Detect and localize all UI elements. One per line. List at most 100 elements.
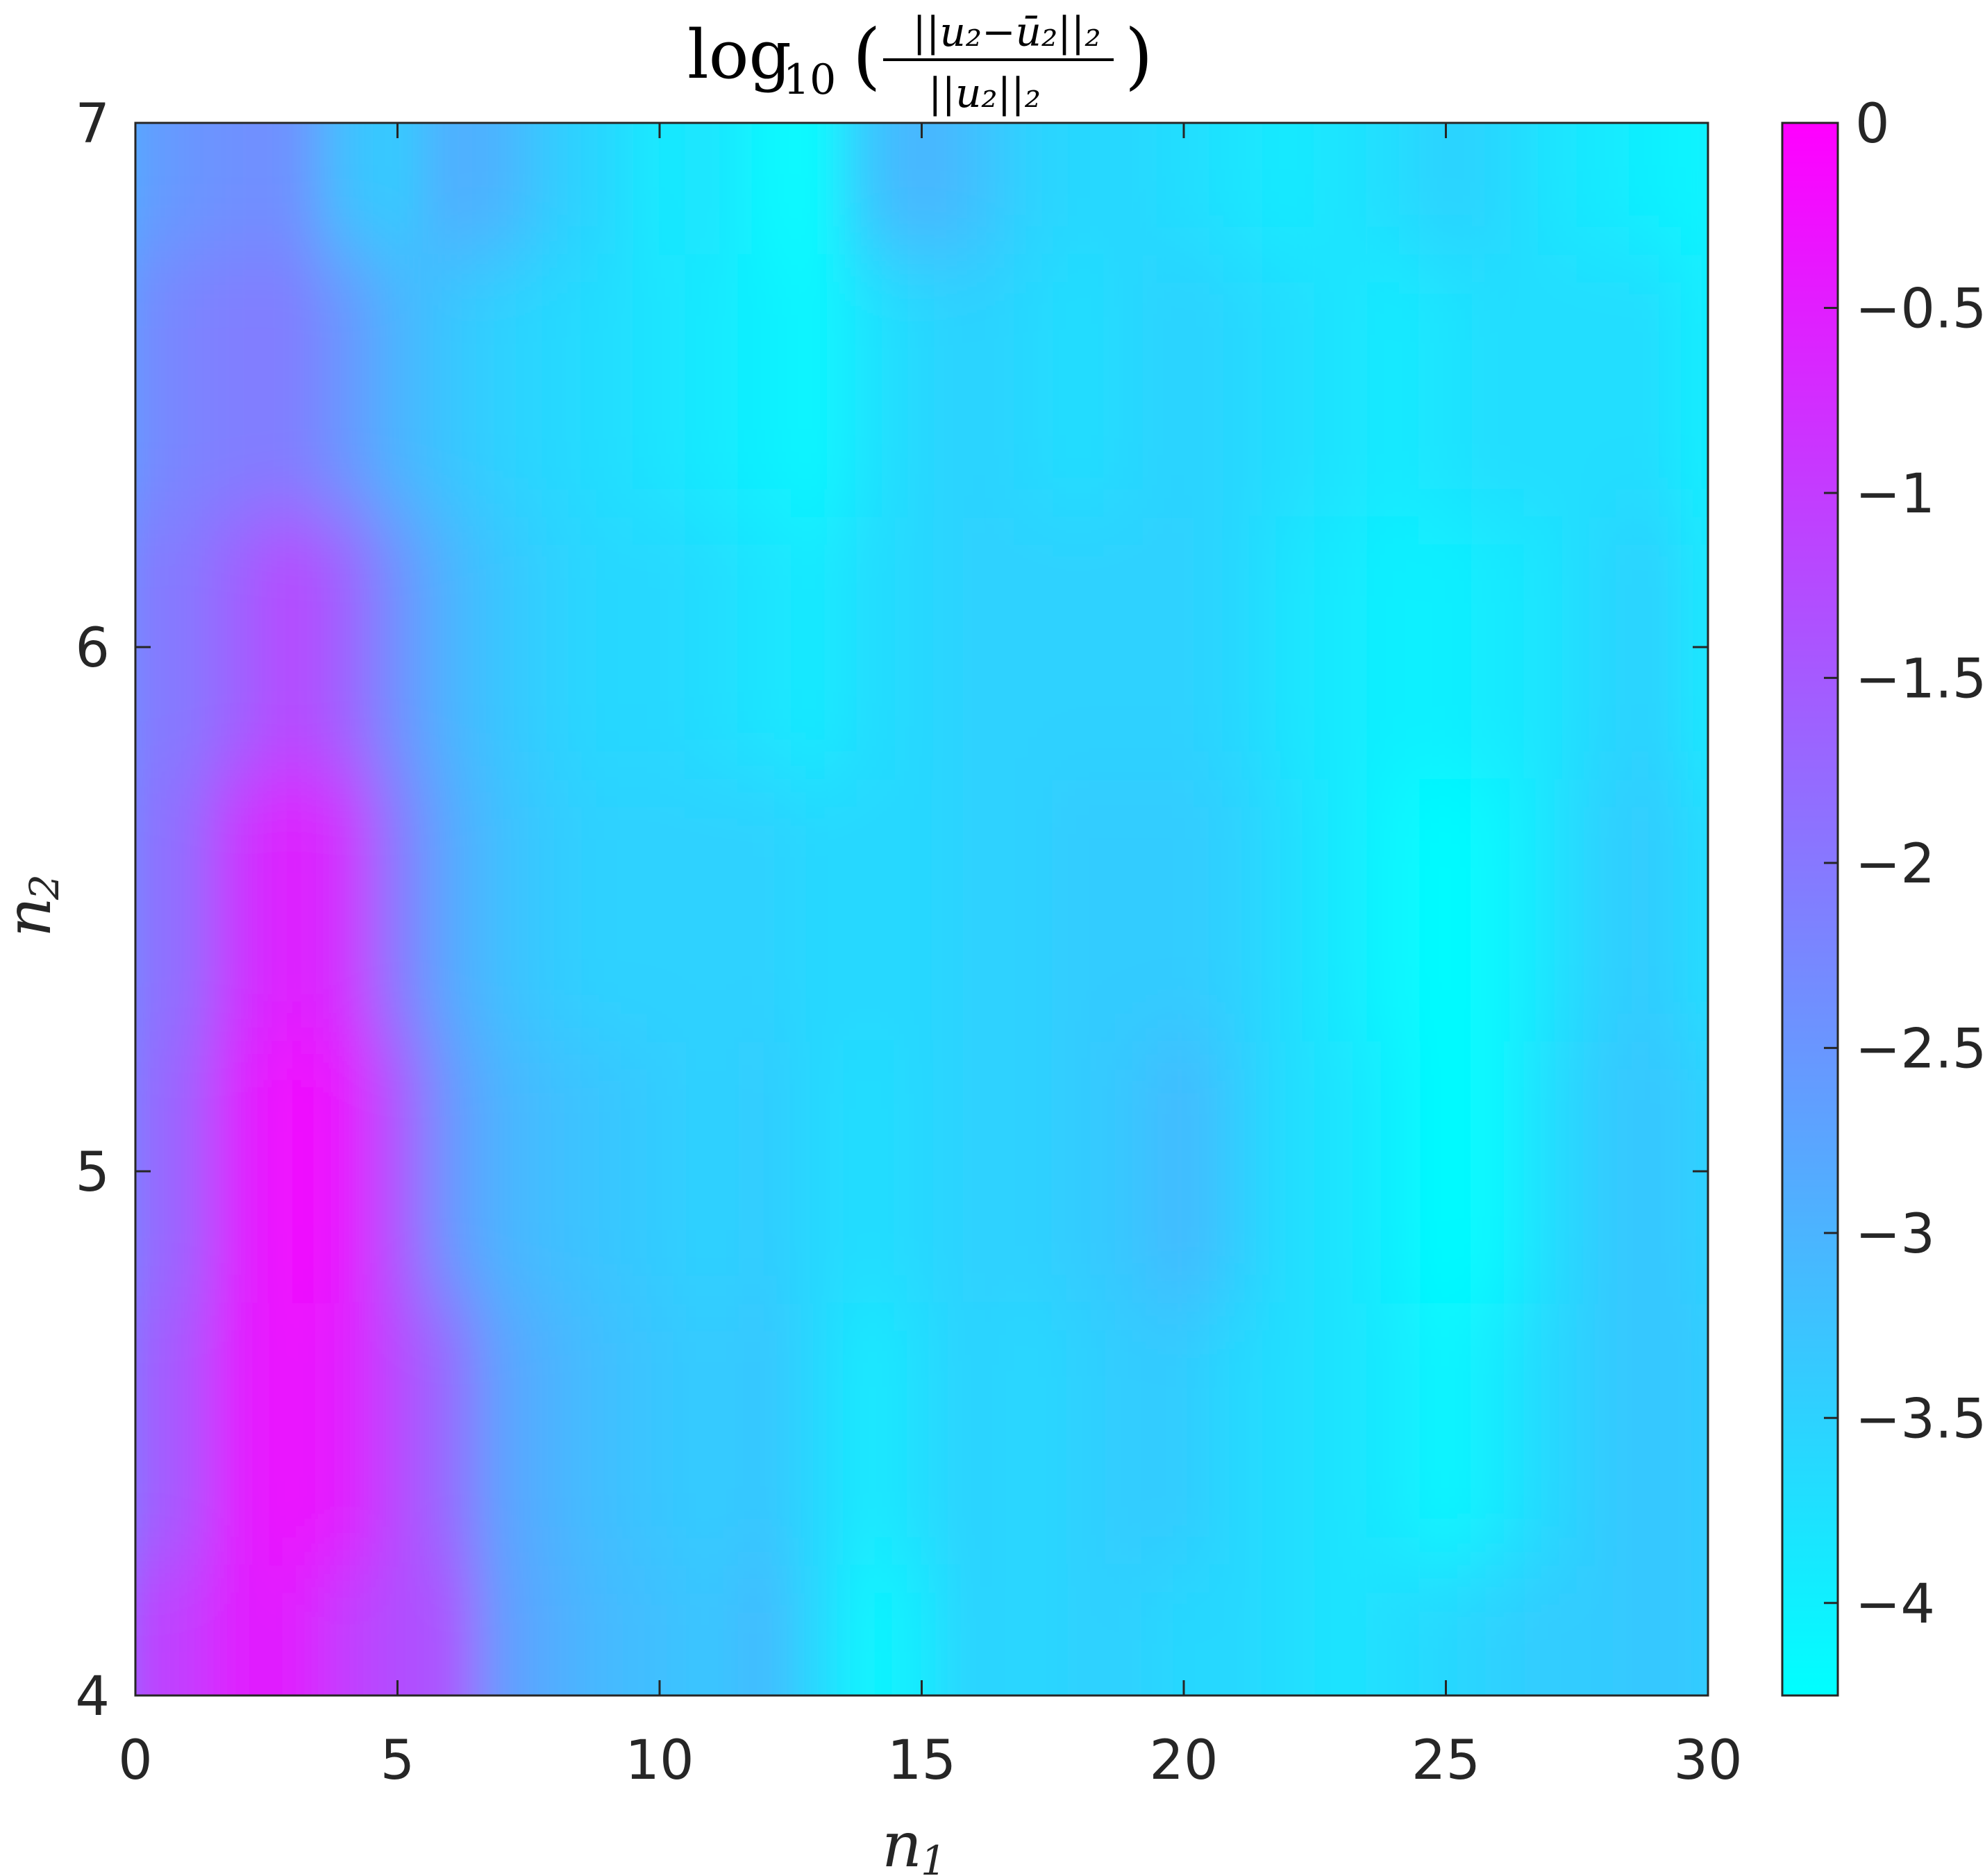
heatmap-cell: [1418, 253, 1473, 517]
heatmap-cell: [160, 253, 215, 517]
heatmap-cell: [318, 777, 372, 1041]
heatmap-cell: [475, 777, 530, 1041]
title-denominator: ||u₂||₂: [928, 69, 1041, 117]
heatmap-cell: [1104, 1301, 1159, 1566]
x-tick-label: 30: [1673, 1730, 1742, 1792]
heatmap-cell: [580, 515, 635, 779]
heatmap-cell: [1157, 1039, 1211, 1303]
heatmap-cell: [1052, 1564, 1106, 1695]
heatmap-cell: [1471, 123, 1525, 255]
x-tick-label: 25: [1412, 1730, 1480, 1792]
heatmap-cell: [999, 253, 1054, 517]
heatmap-cell: [135, 253, 162, 517]
x-axis-sub: 1: [921, 1837, 946, 1876]
heatmap-cell: [685, 1301, 739, 1566]
heatmap-cell: [528, 1039, 582, 1303]
heatmap-cell: [1628, 1301, 1683, 1566]
heatmap-cell: [894, 777, 949, 1041]
x-tick-label: 0: [118, 1730, 153, 1792]
heatmap-cell: [737, 777, 792, 1041]
heatmap-cell: [1209, 123, 1264, 255]
heatmap-cell: [318, 1564, 372, 1695]
heatmap-cell: [213, 1039, 267, 1303]
heatmap-cell: [528, 123, 582, 255]
title-numerator: ||u₂−ū₂||₂: [912, 8, 1100, 56]
heatmap-cell: [1523, 515, 1578, 779]
heatmap-cell: [1157, 123, 1211, 255]
heatmap-cell: [1262, 515, 1316, 779]
heatmap-cell: [1314, 777, 1368, 1041]
colorbar-border: [1781, 122, 1839, 1697]
heatmap-cell: [1471, 777, 1525, 1041]
heatmap-cell: [318, 515, 372, 779]
heatmap-cell: [1052, 123, 1106, 255]
heatmap-cell: [1628, 1039, 1683, 1303]
heatmap-cell: [894, 1039, 949, 1303]
heatmap-cell: [1628, 777, 1683, 1041]
heatmap-cell: [1157, 1564, 1211, 1695]
heatmap-cell: [633, 515, 687, 779]
heatmap-cell: [580, 1564, 635, 1695]
heatmap-cell: [1523, 1564, 1578, 1695]
heatmap-cell: [1104, 123, 1159, 255]
heatmap-cell: [1104, 1564, 1159, 1695]
heatmap-cell: [528, 777, 582, 1041]
surface-cells: [135, 123, 1708, 1695]
heatmap-cell: [1628, 1564, 1683, 1695]
heatmap-cell: [580, 253, 635, 517]
colorbar-ticks: 0 −0.5 −1 −1.5 −2 −2.5 −3 −3.5 −4: [1824, 93, 1985, 1636]
heatmap-cell: [1314, 123, 1368, 255]
heatmap-cell: [1628, 253, 1683, 517]
heatmap-cell: [1262, 777, 1316, 1041]
heatmap-cell: [1366, 123, 1421, 255]
heatmap-cell: [423, 1039, 477, 1303]
heatmap-cell: [370, 253, 425, 517]
heatmap-cell: [475, 1564, 530, 1695]
heatmap-cell: [1576, 123, 1630, 255]
heatmap-cell: [894, 253, 949, 517]
heatmap-cell: [370, 515, 425, 779]
heatmap-cell: [737, 253, 792, 517]
heatmap-cell: [1314, 515, 1368, 779]
heatmap-cell: [1262, 1564, 1316, 1695]
title-open-paren: (: [853, 13, 881, 98]
heatmap-cell: [475, 1301, 530, 1566]
heatmap-cell: [842, 1301, 896, 1566]
heatmap-cell: [947, 515, 1001, 779]
heatmap-cell: [1314, 1564, 1368, 1695]
heatmap-cell: [633, 777, 687, 1041]
heatmap-surface: [135, 123, 1708, 1695]
heatmap-cell: [789, 1564, 844, 1695]
heatmap-cell: [423, 1301, 477, 1566]
heatmap-cell: [528, 253, 582, 517]
heatmap-cell: [1262, 253, 1316, 517]
heatmap-cell: [737, 1301, 792, 1566]
heatmap-cell: [370, 1301, 425, 1566]
heatmap-cell: [475, 253, 530, 517]
heatmap-cell: [1681, 123, 1708, 255]
heatmap-cell: [947, 1564, 1001, 1695]
heatmap-cell: [318, 1301, 372, 1566]
x-tick-label: 5: [380, 1730, 415, 1792]
heatmap-cell: [213, 1301, 267, 1566]
heatmap-cell: [135, 123, 162, 255]
heatmap-cell: [1628, 515, 1683, 779]
colorbar-gradient: [1782, 123, 1838, 1695]
heatmap-cell: [1523, 1301, 1578, 1566]
heatmap-cell: [1366, 1301, 1421, 1566]
title-log-base: 10: [783, 56, 836, 104]
colorbar-tick-label: −2.5: [1855, 1018, 1985, 1080]
heatmap-cell: [213, 123, 267, 255]
heatmap-cell: [1418, 1039, 1473, 1303]
x-tick-label: 15: [887, 1730, 956, 1792]
heatmap-cell: [633, 1301, 687, 1566]
heatmap-cell: [1576, 777, 1630, 1041]
heatmap-cell: [633, 1564, 687, 1695]
heatmap-cell: [265, 123, 320, 255]
heatmap-cell: [318, 253, 372, 517]
heatmap-cell: [685, 253, 739, 517]
colorbar-tick-label: −1.5: [1855, 648, 1985, 710]
x-axis-var: n: [882, 1809, 922, 1876]
heatmap-cell: [580, 777, 635, 1041]
